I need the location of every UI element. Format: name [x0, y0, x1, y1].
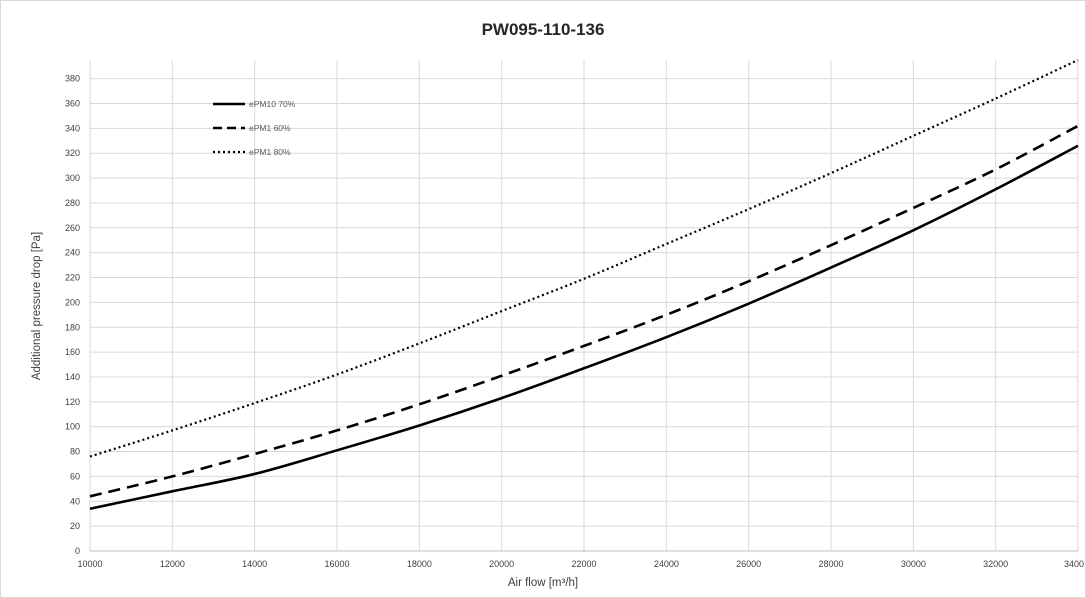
y-tick-label: 160: [65, 347, 80, 357]
legend-label: ePM10 70%: [249, 99, 296, 109]
y-tick-label: 280: [65, 198, 80, 208]
y-tick-label: 100: [65, 422, 80, 432]
y-tick-label: 20: [70, 521, 80, 531]
x-tick-label: 12000: [160, 559, 185, 569]
x-tick-label: 28000: [818, 559, 843, 569]
x-tick-label: 30000: [901, 559, 926, 569]
y-tick-label: 380: [65, 74, 80, 84]
series-line-1: [89, 144, 1079, 511]
series-line-3: [89, 59, 1079, 458]
x-tick-label: 3400: [1064, 559, 1084, 569]
x-tick-label: 10000: [77, 559, 102, 569]
series-layer: [89, 59, 1079, 511]
y-tick-label: 240: [65, 248, 80, 258]
legend-label: ePM1 80%: [249, 147, 291, 157]
y-tick-label: 80: [70, 447, 80, 457]
x-tick-label: 16000: [324, 559, 349, 569]
legend-label: ePM1 60%: [249, 123, 291, 133]
y-tick-label: 180: [65, 322, 80, 332]
y-tick-label: 200: [65, 297, 80, 307]
x-axis-label: Air flow [m³/h]: [507, 577, 579, 589]
y-tick-label: 140: [65, 372, 80, 382]
y-tick-label: 300: [65, 173, 80, 183]
x-tick-label: 26000: [736, 559, 761, 569]
x-tick-label: 22000: [571, 559, 596, 569]
y-tick-label: 120: [65, 397, 80, 407]
y-tick-label: 360: [65, 99, 80, 109]
x-tick-label: 24000: [654, 559, 679, 569]
axis-layer: 0 20 40 60 80 100 120 140 160 180 200 220 240 260 280 3…: [65, 74, 1084, 569]
x-tick-label: 14000: [242, 559, 267, 569]
y-tick-label: 0: [75, 546, 80, 556]
y-tick-label: 40: [70, 496, 80, 506]
y-tick-label: 60: [70, 471, 80, 481]
series-line-2: [89, 124, 1079, 498]
x-tick-label: 32000: [983, 559, 1008, 569]
y-tick-label: 260: [65, 223, 80, 233]
y-tick-label: 220: [65, 273, 80, 283]
chart-title: PW095-110-136: [481, 20, 605, 39]
legend: ePM10 70% ePM1 60% ePM1 80%: [213, 99, 296, 157]
y-tick-label: 320: [65, 148, 80, 158]
x-tick-label: 18000: [407, 559, 432, 569]
y-tick-label: 340: [65, 123, 80, 133]
x-tick-label: 20000: [489, 559, 514, 569]
